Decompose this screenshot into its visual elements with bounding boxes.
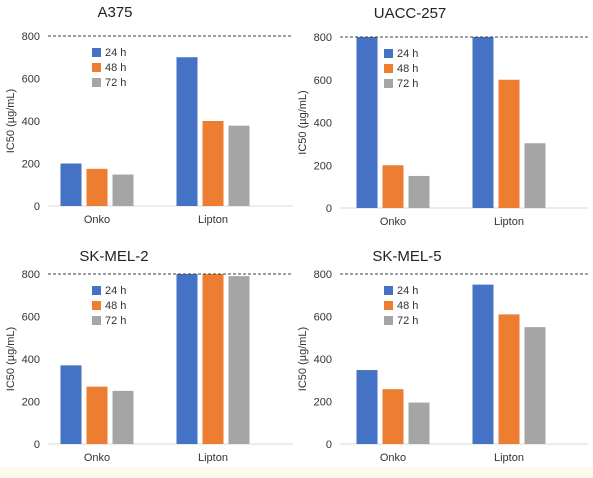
bar-lipton-72h bbox=[524, 143, 546, 208]
legend-swatch bbox=[92, 78, 101, 87]
bar-onko-48h bbox=[86, 386, 108, 444]
bar-onko-24h bbox=[60, 365, 82, 444]
bar-lipton-48h bbox=[202, 274, 224, 444]
chart-svg: SK-MEL-5 IC50 (µg/mL) 0 200 400 600 800 Onko Lip… bbox=[297, 248, 588, 464]
legend-label: 24 h bbox=[397, 285, 418, 297]
chart-title: SK-MEL-5 bbox=[372, 248, 441, 265]
legend-swatch bbox=[384, 316, 393, 325]
y-tick-label: 200 bbox=[314, 160, 332, 172]
y-tick-label: 800 bbox=[22, 31, 40, 43]
y-tick-label: 200 bbox=[314, 397, 332, 409]
legend-swatch bbox=[92, 63, 101, 72]
legend-swatch bbox=[92, 48, 101, 57]
legend-label: 48 h bbox=[105, 62, 126, 74]
legend-label: 72 h bbox=[105, 315, 126, 327]
bar-lipton-48h bbox=[498, 79, 520, 208]
bar-lipton-24h bbox=[472, 284, 494, 444]
bar-lipton-24h bbox=[472, 37, 494, 208]
legend-label: 72 h bbox=[397, 315, 418, 327]
legend-label: 72 h bbox=[397, 78, 418, 90]
y-axis-label: IC50 (µg/mL) bbox=[5, 89, 17, 153]
y-tick-label: 400 bbox=[22, 116, 40, 128]
bar-lipton-72h bbox=[228, 276, 250, 444]
y-tick-label: 400 bbox=[314, 354, 332, 366]
bar-lipton-48h bbox=[498, 314, 520, 444]
y-axis-label: IC50 (µg/mL) bbox=[297, 327, 309, 391]
bar-onko-48h bbox=[86, 168, 108, 206]
y-axis-label: IC50 (µg/mL) bbox=[5, 327, 17, 391]
bar-onko-72h bbox=[112, 390, 134, 444]
bar-onko-48h bbox=[382, 389, 404, 444]
y-tick-label: 600 bbox=[314, 75, 332, 87]
legend-label: 48 h bbox=[105, 300, 126, 312]
bar-lipton-48h bbox=[202, 121, 224, 206]
y-tick-label: 200 bbox=[22, 159, 40, 171]
chart-panel-sk-mel-5: SK-MEL-5 IC50 (µg/mL) 0 200 400 600 800 Onko Lip… bbox=[296, 239, 592, 478]
bar-onko-72h bbox=[408, 402, 430, 444]
chart-svg: A375 IC50 (µg/mL) 0 200 400 600 800 Onko Lipton 2… bbox=[5, 4, 293, 226]
bar-onko-72h bbox=[112, 174, 134, 206]
y-tick-label: 800 bbox=[314, 32, 332, 44]
legend-swatch bbox=[92, 316, 101, 325]
legend-label: 24 h bbox=[397, 48, 418, 60]
chart-panel-a375: A375 IC50 (µg/mL) 0 200 400 600 800 Onko Lipton 2… bbox=[0, 0, 296, 239]
legend-swatch bbox=[384, 64, 393, 73]
bar-onko-48h bbox=[382, 165, 404, 208]
legend-swatch bbox=[384, 286, 393, 295]
y-tick-label: 0 bbox=[34, 439, 40, 451]
legend-swatch bbox=[92, 286, 101, 295]
chart-svg: UACC-257 IC50 (µg/mL) 0 200 400 600 800 Onko Lip… bbox=[297, 5, 588, 228]
bar-onko-24h bbox=[60, 163, 82, 206]
legend-swatch bbox=[384, 79, 393, 88]
x-tick-label: Lipton bbox=[494, 216, 524, 228]
bar-lipton-72h bbox=[524, 327, 546, 444]
bar-lipton-24h bbox=[176, 57, 198, 206]
x-tick-label: Onko bbox=[84, 214, 110, 226]
y-tick-label: 800 bbox=[22, 269, 40, 281]
y-tick-label: 600 bbox=[314, 312, 332, 324]
legend-label: 48 h bbox=[397, 300, 418, 312]
legend-label: 48 h bbox=[397, 63, 418, 75]
y-tick-label: 0 bbox=[326, 439, 332, 451]
legend-swatch bbox=[92, 301, 101, 310]
y-tick-label: 0 bbox=[326, 203, 332, 215]
x-tick-label: Onko bbox=[84, 452, 110, 464]
y-tick-label: 600 bbox=[22, 312, 40, 324]
bar-lipton-24h bbox=[176, 274, 198, 444]
x-tick-label: Onko bbox=[380, 216, 406, 228]
chart-title: SK-MEL-2 bbox=[79, 248, 148, 265]
x-tick-label: Lipton bbox=[494, 452, 524, 464]
bar-onko-72h bbox=[408, 175, 430, 208]
chart-panel-sk-mel-2: SK-MEL-2 IC50 (µg/mL) 0 200 400 600 800 Onko Lip… bbox=[0, 239, 296, 478]
chart-title: UACC-257 bbox=[374, 5, 447, 22]
legend-label: 24 h bbox=[105, 285, 126, 297]
legend-swatch bbox=[384, 301, 393, 310]
bar-onko-24h bbox=[356, 370, 378, 444]
chart-title: A375 bbox=[97, 4, 132, 21]
y-axis-label: IC50 (µg/mL) bbox=[297, 90, 309, 154]
y-tick-label: 400 bbox=[314, 118, 332, 130]
x-tick-label: Lipton bbox=[198, 452, 228, 464]
bar-onko-24h bbox=[356, 37, 378, 208]
chart-svg: SK-MEL-2 IC50 (µg/mL) 0 200 400 600 800 Onko Lip… bbox=[5, 248, 293, 464]
x-tick-label: Lipton bbox=[198, 214, 228, 226]
x-tick-label: Onko bbox=[380, 452, 406, 464]
y-tick-label: 800 bbox=[314, 269, 332, 281]
legend-label: 24 h bbox=[105, 47, 126, 59]
bar-lipton-72h bbox=[228, 125, 250, 206]
bottom-band bbox=[0, 467, 593, 478]
y-tick-label: 600 bbox=[22, 74, 40, 86]
legend-swatch bbox=[384, 49, 393, 58]
y-tick-label: 200 bbox=[22, 397, 40, 409]
legend-label: 72 h bbox=[105, 77, 126, 89]
y-tick-label: 400 bbox=[22, 354, 40, 366]
y-tick-label: 0 bbox=[34, 201, 40, 213]
chart-panel-uacc-257: UACC-257 IC50 (µg/mL) 0 200 400 600 800 Onko Lip… bbox=[296, 0, 592, 239]
